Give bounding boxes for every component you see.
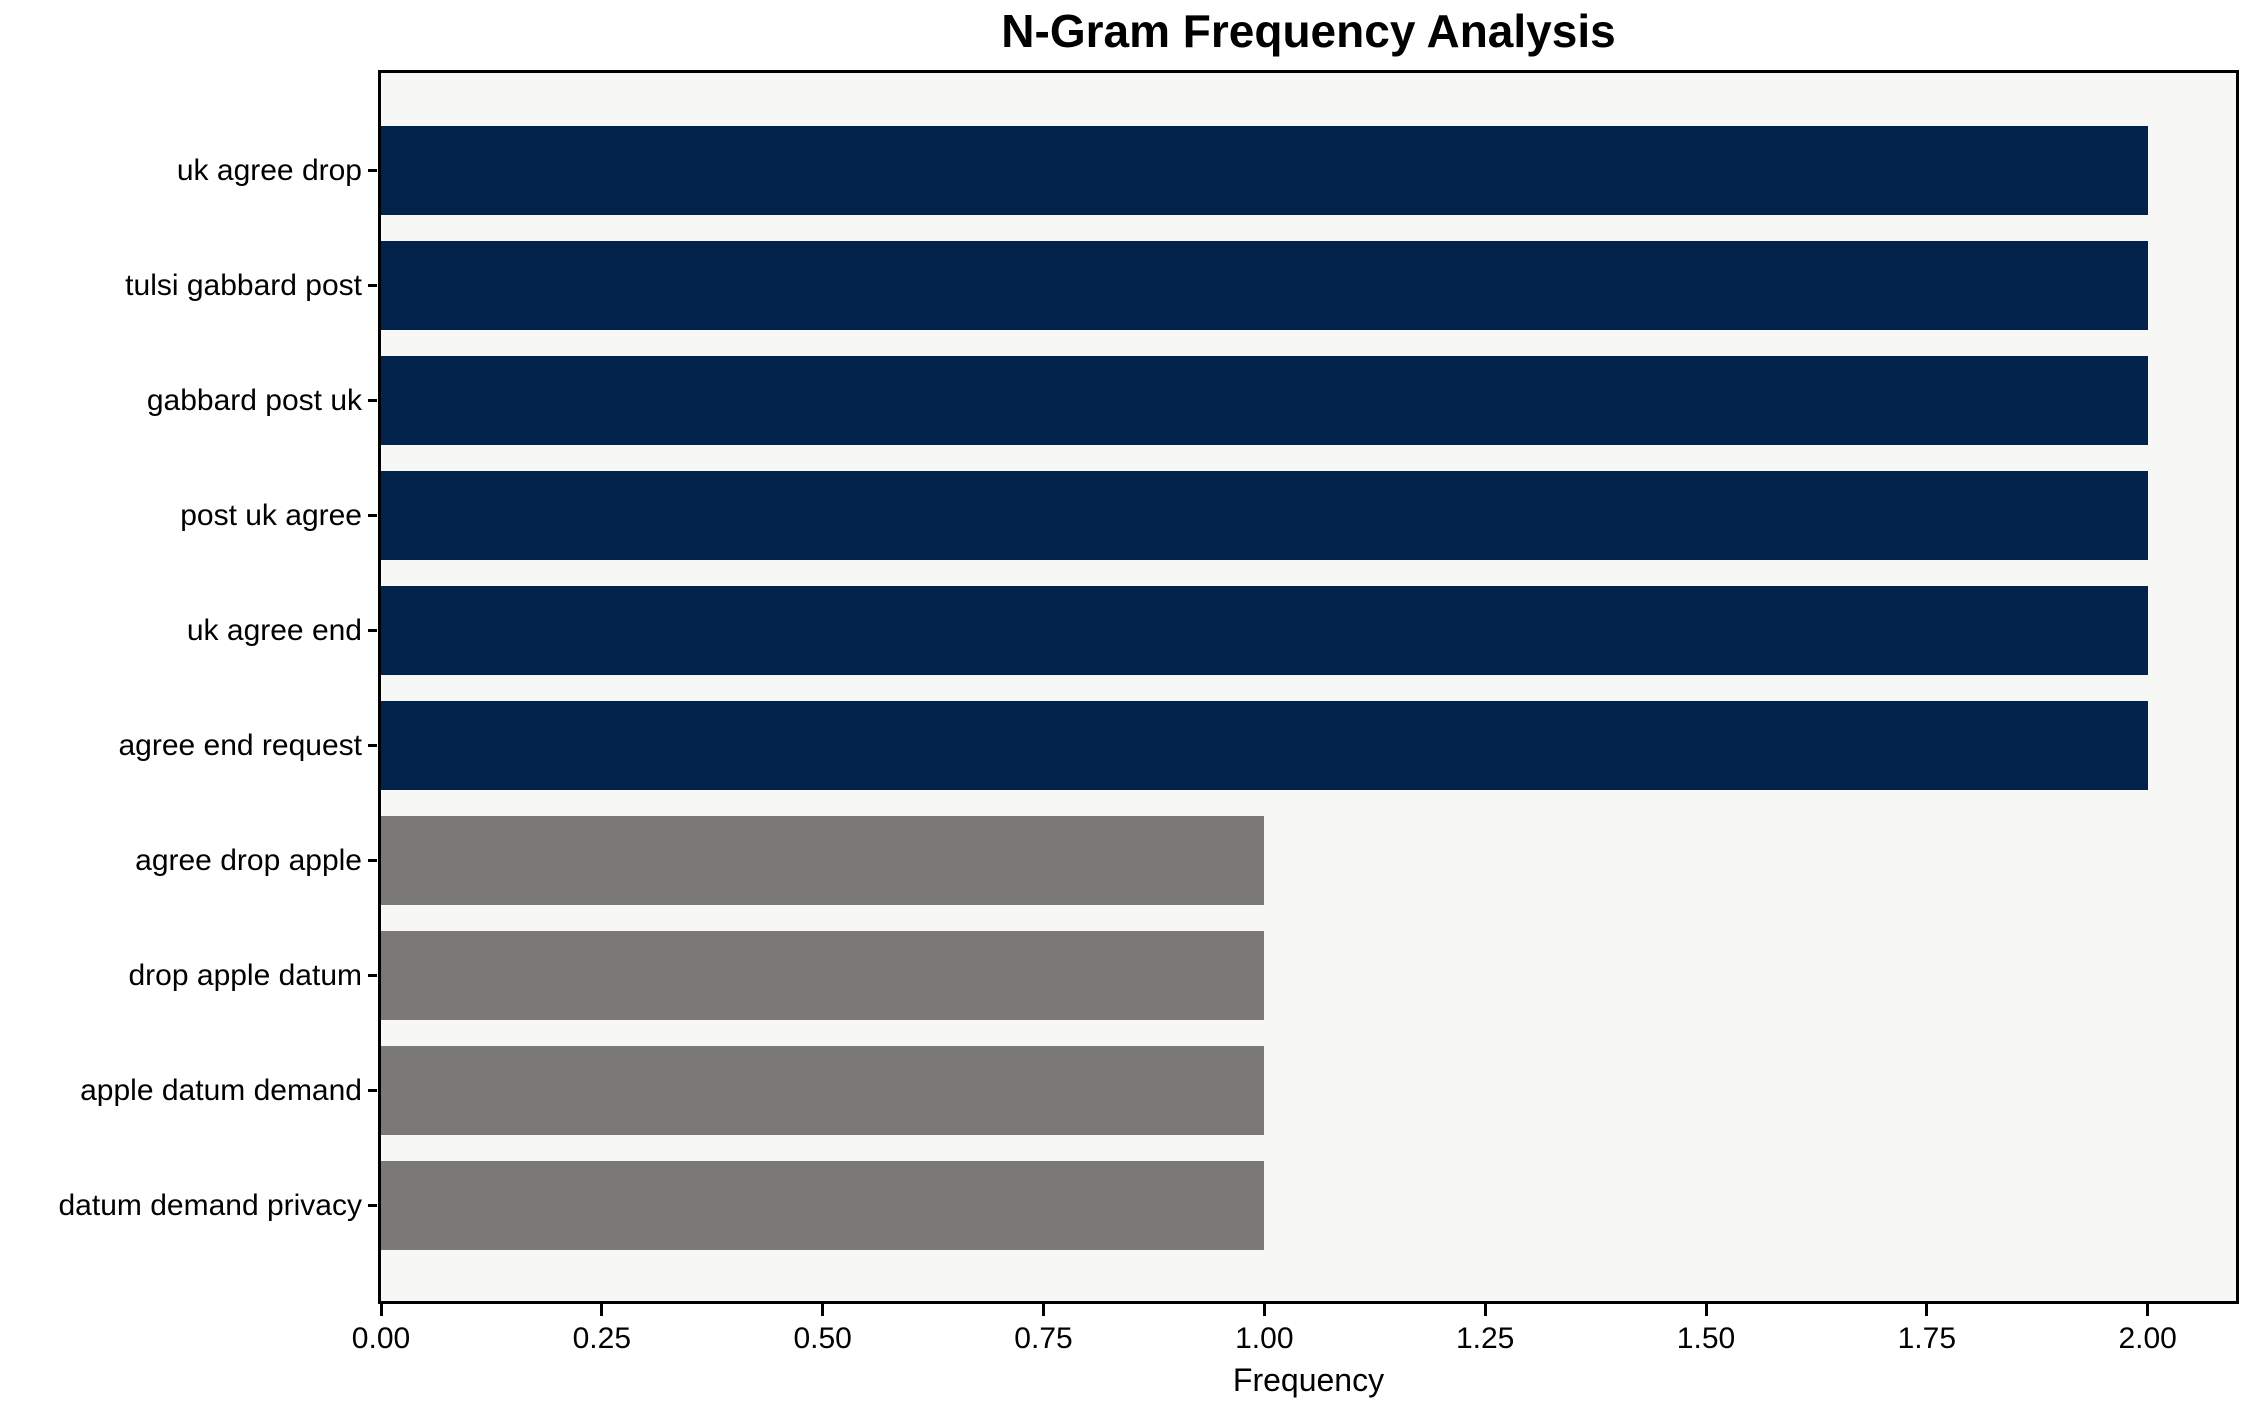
y-tick-label: tulsi gabbard post: [125, 268, 362, 302]
y-tick-label: drop apple datum: [128, 958, 363, 992]
y-tick-label: agree drop apple: [135, 843, 362, 877]
y-tick-mark: [368, 744, 377, 747]
x-tick-mark: [821, 1304, 825, 1316]
y-tick-mark: [368, 1204, 377, 1207]
x-axis-title: Frequency: [1232, 1362, 1385, 1398]
bar-post-uk-agree: [381, 471, 2148, 560]
x-tick-label: 0.00: [351, 1322, 411, 1355]
y-tick-mark: [368, 284, 377, 287]
x-tick-label: 0.50: [793, 1322, 852, 1355]
x-tick-mark: [379, 1304, 383, 1316]
bar-datum-demand-privacy: [381, 1161, 1265, 1250]
x-tick-label: 0.25: [572, 1322, 632, 1355]
y-tick-mark: [368, 974, 377, 977]
y-tick-label: datum demand privacy: [58, 1188, 363, 1222]
x-tick-mark: [1483, 1304, 1487, 1316]
plot-area: [378, 70, 2239, 1304]
y-tick-mark: [368, 629, 377, 632]
bar-apple-datum-demand: [381, 1046, 1265, 1135]
x-tick-label: 2.00: [2118, 1322, 2177, 1355]
x-tick-label: 1.75: [1897, 1322, 1957, 1355]
y-tick-label: gabbard post uk: [146, 383, 362, 417]
y-tick-label: uk agree end: [186, 613, 362, 647]
x-tick-mark: [600, 1304, 604, 1316]
bar-tulsi-gabbard-post: [381, 241, 2148, 330]
x-tick-label: 1.50: [1676, 1322, 1736, 1355]
y-tick-mark: [368, 169, 377, 172]
bar-agree-end-request: [381, 701, 2148, 790]
y-tick-mark: [368, 399, 377, 402]
bar-gabbard-post-uk: [381, 356, 2148, 445]
x-tick-label: 1.25: [1455, 1322, 1515, 1355]
bar-uk-agree-end: [381, 586, 2148, 675]
y-tick-mark: [368, 514, 377, 517]
x-tick-label: 0.75: [1014, 1322, 1073, 1355]
bars-layer: [381, 73, 2236, 1301]
x-tick-mark: [1042, 1304, 1045, 1316]
x-tick-label: 1.00: [1235, 1322, 1294, 1355]
x-tick-mark: [2146, 1304, 2150, 1316]
y-tick-label: agree end request: [118, 728, 362, 762]
bar-drop-apple-datum: [381, 931, 1265, 1020]
bar-agree-drop-apple: [381, 816, 1265, 905]
y-tick-label: apple datum demand: [80, 1073, 362, 1107]
y-tick-mark: [368, 859, 377, 862]
chart-title: N-Gram Frequency Analysis: [1001, 5, 1616, 57]
y-tick-mark: [368, 1089, 377, 1092]
x-tick-mark: [1925, 1304, 1929, 1316]
y-tick-label: post uk agree: [180, 498, 362, 532]
x-tick-mark: [1704, 1304, 1708, 1316]
x-tick-mark: [1262, 1304, 1266, 1316]
y-tick-label: uk agree drop: [176, 153, 362, 187]
bar-uk-agree-drop: [381, 126, 2148, 215]
